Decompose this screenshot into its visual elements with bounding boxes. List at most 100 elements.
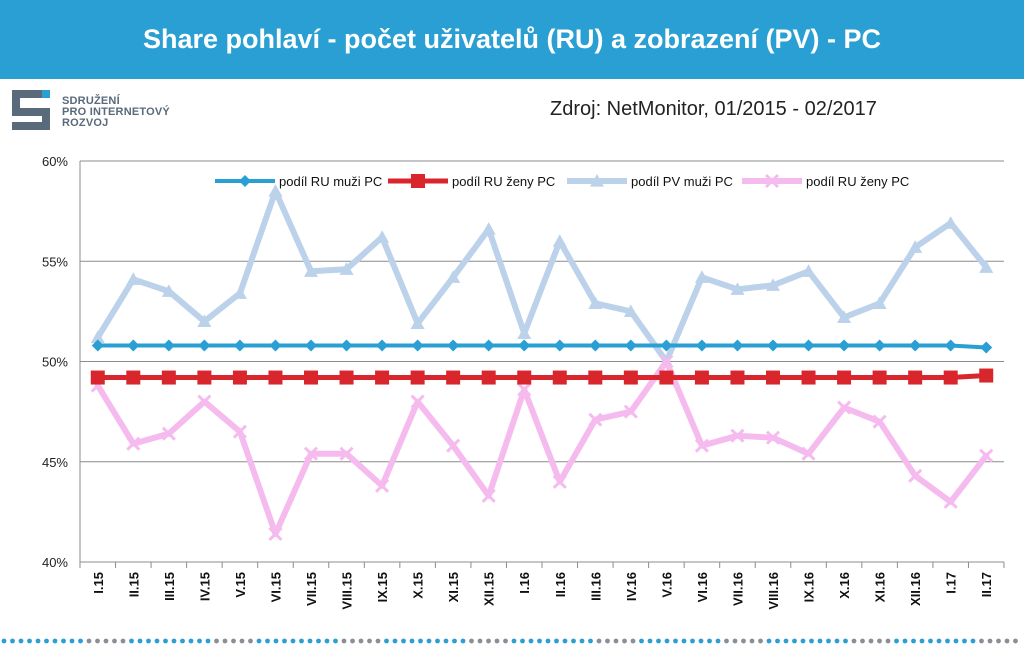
data-point [339, 370, 354, 385]
footer-dot [630, 638, 636, 644]
data-point [91, 339, 104, 352]
data-point [304, 370, 318, 385]
footer-dot [61, 638, 66, 644]
data-point [872, 414, 887, 429]
footer-dot [936, 638, 942, 644]
x-tick-label: II.17 [979, 572, 994, 597]
data-point [979, 260, 994, 273]
footer-dot [681, 638, 687, 644]
footer-dot [605, 638, 610, 644]
data-point [872, 370, 887, 385]
logo-line-1: SDRUŽENÍ [62, 95, 120, 107]
data-point [979, 368, 994, 383]
footer-dot [69, 638, 75, 644]
footer-dot [622, 638, 627, 644]
logo-line-2: PRO INTERNETOVÝ [62, 106, 170, 118]
footer-dot [800, 638, 806, 644]
data-point [90, 330, 105, 344]
x-tick-label: I.17 [944, 572, 959, 594]
data-point [943, 216, 958, 229]
footer-dot [860, 638, 865, 644]
footer-dot [333, 638, 338, 644]
data-point [410, 370, 425, 385]
series-line [94, 358, 990, 537]
footer-dot [248, 638, 253, 644]
y-tick-label: 50% [42, 355, 68, 370]
x-tick-label: XI.16 [873, 572, 888, 602]
data-point [624, 339, 637, 352]
data-point [127, 339, 140, 352]
footer-dot [588, 638, 593, 644]
footer-dot [724, 638, 729, 644]
data-point [908, 468, 923, 483]
data-point [446, 370, 461, 385]
x-tick-label: II.16 [553, 572, 568, 597]
data-point [873, 339, 886, 352]
logo-text: SDRUŽENÍ PRO INTERNETOVÝ ROZVOJ [62, 96, 170, 129]
footer-dot [171, 638, 177, 644]
footer-dot [316, 638, 321, 644]
x-tick-label: IX.15 [375, 572, 390, 602]
footer-dot [409, 638, 415, 644]
data-point [232, 286, 247, 299]
data-point [623, 304, 638, 317]
x-tick-label: XI.15 [446, 572, 461, 602]
footer-dot [698, 638, 704, 644]
data-point [979, 448, 994, 463]
footer-dot [350, 638, 355, 644]
data-point [766, 370, 780, 385]
x-tick-label: III.16 [588, 572, 603, 601]
footer-dot [103, 638, 109, 644]
footer-dot [596, 638, 602, 644]
y-tick-label: 55% [42, 254, 68, 269]
x-tick-label: VIII.15 [340, 572, 355, 610]
footer-dot [775, 638, 780, 644]
data-point [411, 339, 424, 352]
footer-dot [18, 638, 24, 644]
footer-dot [1004, 638, 1010, 644]
footer-dot [95, 638, 100, 644]
data-point [161, 426, 176, 441]
data-point [268, 526, 283, 541]
data-point [694, 270, 709, 283]
y-tick-label: 45% [42, 455, 68, 470]
legend-marker [239, 175, 251, 187]
footer-dot [996, 638, 1001, 644]
data-point [375, 230, 390, 243]
x-tick-label: II.15 [126, 572, 141, 597]
footer-dot [571, 638, 576, 644]
data-point [801, 370, 816, 385]
footer-dot [503, 638, 508, 644]
data-point [944, 339, 957, 352]
legend-label: podíl RU ženy PC [806, 174, 909, 189]
data-point [730, 282, 745, 295]
data-point [980, 341, 993, 354]
footer-dot [426, 638, 432, 644]
data-point [838, 339, 851, 352]
footer-dot [834, 638, 840, 644]
data-point [161, 284, 176, 297]
footer-dot [163, 638, 168, 644]
footer-dot [137, 638, 143, 644]
footer-dot [647, 638, 653, 644]
footer-dot [868, 638, 874, 644]
data-point [410, 316, 425, 330]
data-point [518, 339, 531, 352]
legend-marker [411, 174, 425, 188]
legend-marker [590, 174, 604, 187]
data-point [552, 474, 567, 489]
footer-dot [741, 638, 746, 644]
footer-dot [1013, 638, 1018, 644]
footer-dot [469, 638, 474, 644]
footer-dot [877, 638, 882, 644]
data-point [872, 296, 887, 309]
footer-dot [290, 638, 296, 644]
footer-dot [715, 638, 721, 644]
footer-dot [452, 638, 457, 644]
footer-dot [299, 638, 304, 644]
series-line [95, 373, 989, 381]
footer-dot [962, 638, 967, 644]
footer-dot [154, 638, 160, 644]
data-point [908, 370, 923, 385]
legend-label: podíl RU muži PC [279, 174, 382, 189]
